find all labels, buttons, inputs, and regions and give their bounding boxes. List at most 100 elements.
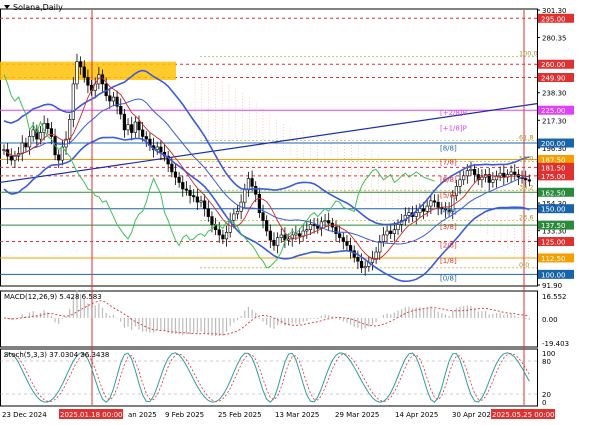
price-badge	[538, 59, 574, 69]
candle-body	[82, 66, 86, 78]
fib-label: 50.0	[519, 154, 533, 162]
price-badge-label: 200.00	[541, 140, 566, 148]
candle-body	[261, 212, 265, 221]
time-label: 13 Mar 2025	[275, 411, 319, 419]
candle-body	[465, 170, 469, 177]
macd-indicator: MACD(12,26,9) 5.428 6.583 16.552 0.00 -19.4…	[3, 290, 569, 348]
candle-body	[524, 178, 528, 181]
time-label: 2025.05.25 00:00	[492, 411, 554, 419]
candle-body	[75, 61, 79, 85]
murrey-label: [2/8]	[440, 241, 457, 249]
candle-body	[181, 182, 185, 190]
murrey-label: [4/8]	[440, 207, 457, 215]
bollinger-upper	[3, 69, 530, 226]
candle-body	[119, 105, 123, 115]
fib-label: 100.0	[519, 49, 538, 57]
candle-body	[276, 237, 280, 246]
candle-body	[184, 188, 189, 191]
candle-body	[224, 232, 229, 240]
dropdown-icon[interactable]	[4, 5, 10, 9]
candle-body	[279, 234, 283, 238]
price-badge-label: 125.00	[541, 239, 566, 247]
price-badge-label: 175.00	[541, 173, 566, 181]
candle-body	[108, 95, 112, 102]
candle-body	[396, 224, 400, 231]
candle-body	[407, 212, 411, 216]
price-badge	[538, 253, 574, 263]
candle-body	[513, 171, 517, 175]
candle-body	[297, 233, 302, 237]
candle-body	[283, 234, 287, 241]
price-badge-label: 162.50	[541, 189, 566, 197]
candle-body	[473, 169, 477, 175]
murrey-label: [8/8]	[440, 144, 457, 152]
candle-body	[323, 220, 327, 223]
candle-body	[199, 200, 203, 203]
candle-body	[312, 224, 316, 227]
candle-body	[305, 229, 309, 232]
candle-body	[250, 178, 254, 187]
candle-body	[20, 142, 24, 154]
fib-label: 38.2	[519, 183, 533, 191]
candle-body	[177, 176, 181, 183]
price-badge	[538, 187, 574, 197]
candle-body	[389, 230, 393, 234]
stoch-tick-label: 100	[542, 350, 555, 358]
candle-body	[46, 123, 50, 129]
candle-body	[68, 119, 72, 140]
price-tick-label: 196.30	[542, 145, 567, 153]
price-tick-label: 217.30	[542, 117, 567, 125]
candle-body	[9, 155, 13, 161]
candle-body	[188, 190, 192, 196]
time-label: 2025.01.18 00:00	[60, 411, 122, 419]
candle-body	[425, 205, 429, 212]
candle-body	[458, 179, 462, 187]
time-label: 25 Feb 2025	[218, 411, 262, 419]
trend-line	[0, 103, 538, 184]
candle-body	[86, 77, 90, 86]
candle-body	[432, 200, 437, 203]
candle-body	[381, 234, 386, 242]
stoch-label: Stoch(5,3,3) 37.0304 36.3438	[4, 351, 109, 359]
murrey-label: [7/8]	[440, 159, 457, 167]
murrey-label: [5/8]	[440, 192, 457, 200]
candle-body	[265, 220, 269, 232]
candle-body	[462, 175, 466, 181]
price-badge	[538, 13, 574, 23]
stoch-tick-label: 0	[542, 399, 546, 407]
price-tick-label: 301.30	[542, 7, 567, 15]
murrey-label: [6/8]	[440, 176, 457, 184]
price-badge-label: 187.50	[541, 156, 566, 164]
price-tick-label: 154.30	[542, 200, 567, 208]
price-badge	[538, 105, 574, 115]
stoch-k-line	[3, 352, 530, 403]
time-badge	[59, 409, 123, 419]
candle-body	[24, 142, 28, 148]
time-label: an 2025	[128, 411, 157, 419]
candle-body	[443, 208, 448, 211]
candle-body	[469, 169, 473, 171]
murrey-label: [+2/8]P	[440, 109, 467, 117]
candle-body	[348, 245, 353, 252]
macd-tick-label: 0.00	[542, 316, 558, 324]
stoch-tick-label: 80	[542, 358, 551, 366]
candle-body	[195, 196, 199, 203]
candle-body	[192, 195, 196, 198]
time-axis: 23 Dec 2024 2025.01.18 00:00 an 2025 9 Feb …	[2, 409, 555, 419]
stoch-panel	[0, 348, 538, 407]
candle-body	[429, 200, 433, 207]
price-tick-label: 91.90	[542, 282, 562, 290]
candle-body	[122, 113, 126, 131]
price-badge-label: 112.50	[541, 255, 566, 263]
candle-body	[447, 209, 451, 212]
price-badge	[538, 204, 574, 214]
candle-body	[374, 251, 378, 259]
candle-body	[232, 213, 236, 221]
price-badge	[538, 269, 574, 279]
ichimoku-cloud	[194, 77, 529, 263]
candle-body	[487, 174, 491, 183]
murrey-label: [3/8]	[440, 223, 457, 231]
candle-body	[327, 220, 331, 224]
